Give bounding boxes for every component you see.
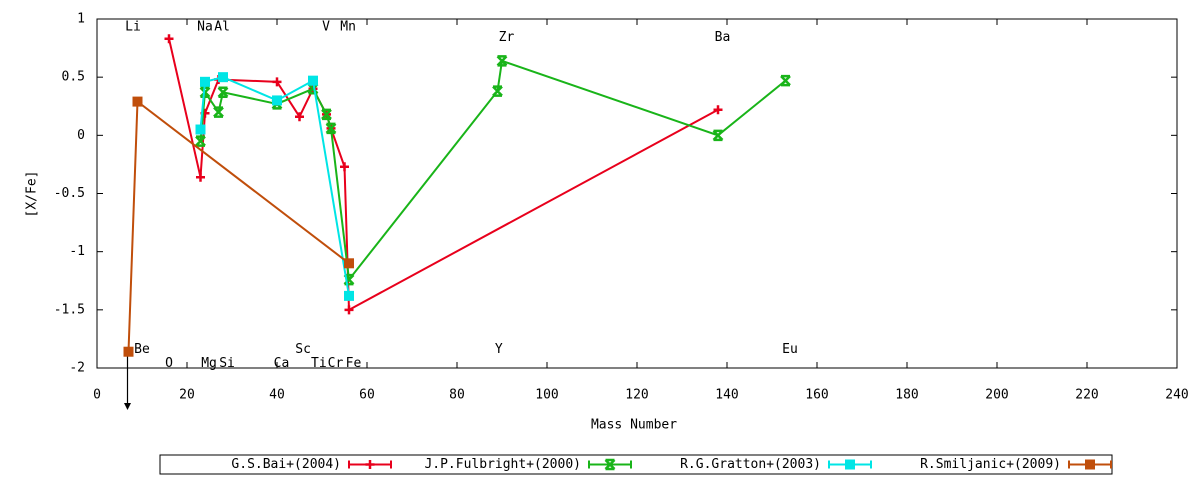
- point: [344, 290, 354, 301]
- element-label: Mg: [201, 356, 217, 371]
- x-tick-label: 240: [1165, 388, 1188, 403]
- series-line: [168, 38, 719, 312]
- point: [218, 72, 228, 83]
- point: [196, 172, 205, 182]
- point: [308, 75, 318, 86]
- point: [213, 106, 224, 118]
- legend-label: J.P.Fulbright+(2000): [424, 457, 581, 472]
- element-label: Na: [197, 20, 213, 35]
- x-tick-label: 60: [359, 388, 375, 403]
- legend-label: G.S.Bai+(2004): [231, 457, 341, 472]
- element-label: Eu: [782, 342, 798, 357]
- legend-marker: [845, 459, 855, 470]
- element-label: Li: [125, 20, 141, 35]
- element-label: Mn: [340, 20, 356, 35]
- legend-marker: [365, 460, 375, 469]
- point: [195, 124, 206, 135]
- point: [195, 135, 206, 147]
- y-tick-label: 0.5: [62, 70, 85, 85]
- legend-label: R.Smiljanic+(2009): [920, 457, 1061, 472]
- element-label: Be: [134, 342, 150, 357]
- point: [343, 273, 355, 286]
- point: [272, 77, 282, 87]
- point: [713, 105, 723, 115]
- element-label: Si: [219, 356, 235, 371]
- point: [344, 258, 354, 269]
- element-label: V: [322, 20, 330, 35]
- element-label: Y: [495, 342, 503, 357]
- element-label: Sc: [295, 342, 311, 357]
- element-label: Fe: [346, 356, 362, 371]
- element-label: O: [165, 356, 173, 371]
- point: [712, 129, 724, 142]
- x-tick-label: 0: [93, 388, 101, 403]
- element-label: Ba: [715, 30, 731, 45]
- x-tick-label: 40: [269, 388, 285, 403]
- series-line: [199, 76, 350, 297]
- element-label: Al: [214, 20, 230, 35]
- y-tick-label: 1: [77, 12, 85, 27]
- legend-label: R.G.Gratton+(2003): [680, 457, 821, 472]
- x-tick-label: 20: [179, 388, 195, 403]
- point: [496, 55, 508, 67]
- point: [132, 96, 143, 107]
- upper-limit-arrowhead: [124, 403, 131, 410]
- point: [780, 74, 791, 87]
- element-label: Ca: [274, 356, 290, 371]
- point: [340, 162, 349, 172]
- series-line: [127, 99, 350, 352]
- point: [307, 83, 319, 95]
- y-axis-label: [X/Fe]: [25, 171, 40, 218]
- x-tick-label: 80: [449, 388, 465, 403]
- point: [272, 95, 282, 106]
- legend-marker: [604, 458, 616, 471]
- point: [325, 122, 337, 135]
- point: [200, 76, 210, 87]
- point: [123, 346, 134, 357]
- x-tick-label: 100: [535, 388, 558, 403]
- point: [164, 34, 174, 44]
- point: [321, 108, 332, 121]
- legend-marker: [1085, 459, 1095, 470]
- point: [344, 305, 354, 315]
- x-tick-label: 160: [805, 388, 828, 403]
- y-tick-label: 0: [77, 128, 85, 143]
- element-label: Zr: [499, 30, 515, 45]
- y-tick-label: -1.5: [54, 302, 85, 317]
- x-axis-label: Mass Number: [591, 418, 677, 433]
- element-label: Ti: [311, 356, 327, 371]
- x-tick-label: 200: [985, 388, 1008, 403]
- x-tick-label: 180: [895, 388, 918, 403]
- point: [492, 85, 503, 97]
- y-tick-label: -1: [69, 244, 85, 259]
- x-tick-label: 140: [715, 388, 738, 403]
- y-tick-label: -2: [69, 361, 85, 376]
- point: [295, 112, 304, 122]
- x-tick-label: 220: [1075, 388, 1098, 403]
- point: [217, 86, 229, 99]
- y-tick-label: -0.5: [54, 186, 85, 201]
- element-label: Cr: [328, 356, 344, 371]
- x-tick-label: 120: [625, 388, 648, 403]
